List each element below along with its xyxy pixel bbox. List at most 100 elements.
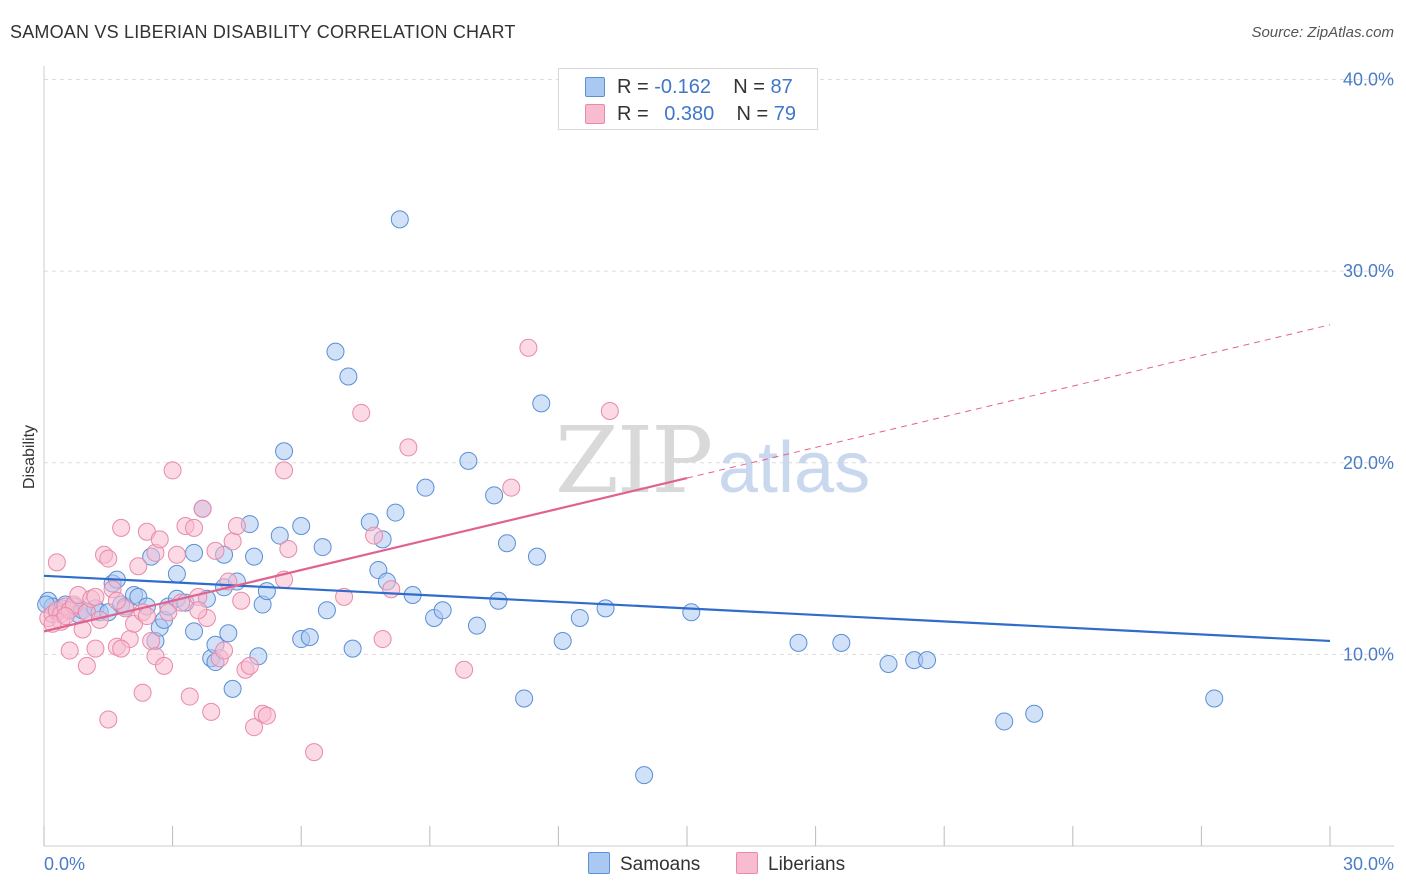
bottom-legend-swatch-liberians (736, 852, 758, 874)
bottom-legend-liberians: Liberians (736, 852, 845, 876)
bottom-legend-label: Liberians (768, 854, 846, 875)
data-point (879, 654, 898, 673)
data-point (240, 656, 259, 675)
legend-n-label: N = (736, 103, 769, 125)
data-point (335, 587, 354, 606)
data-point (275, 461, 294, 480)
data-point (467, 616, 486, 635)
data-point (789, 633, 808, 652)
data-point (326, 342, 345, 361)
data-point (416, 478, 435, 497)
series-liberians (39, 338, 619, 762)
data-point (489, 591, 508, 610)
data-point (77, 656, 96, 675)
data-point (918, 651, 937, 670)
trend-line-samoans (43, 574, 1331, 643)
data-point (433, 601, 452, 620)
data-point (99, 710, 118, 729)
data-point (995, 712, 1014, 731)
data-point (352, 403, 371, 422)
data-point (133, 683, 152, 702)
legend: R = -0.162 N = 87 R = 0.380 N = 79 (558, 68, 818, 130)
data-point (223, 679, 242, 698)
y-tick-label: 10.0% (1343, 644, 1394, 664)
grid-lines (44, 79, 1394, 655)
data-point (1025, 704, 1044, 723)
data-point (189, 601, 208, 620)
data-point (279, 539, 298, 558)
data-point (155, 656, 174, 675)
y-tick-label: 40.0% (1343, 70, 1394, 90)
data-point (245, 718, 264, 737)
data-point (532, 394, 551, 413)
data-point (185, 622, 204, 641)
data-point (343, 639, 362, 658)
data-point (206, 541, 225, 560)
data-point (305, 743, 324, 762)
data-point (245, 547, 264, 566)
data-point (219, 624, 238, 643)
data-point (47, 553, 66, 572)
data-point (223, 532, 242, 551)
data-point (163, 461, 182, 480)
data-point (365, 526, 384, 545)
data-point (553, 631, 572, 650)
trend-line-liberians (43, 477, 688, 633)
watermark-zip: ZIP (555, 407, 711, 514)
chart-title: SAMOAN VS LIBERIAN DISABILITY CORRELATIO… (10, 22, 516, 42)
data-point (600, 402, 619, 421)
y-axis-title: Disability (21, 425, 38, 489)
data-point (99, 549, 118, 568)
data-point (459, 451, 478, 470)
data-point (112, 639, 131, 658)
data-point (527, 547, 546, 566)
data-point (596, 599, 615, 618)
legend-n-value: 79 (773, 103, 797, 125)
data-point (112, 518, 131, 537)
data-point (232, 591, 251, 610)
x-tick-labels: 0.0% 30.0% (44, 854, 1394, 874)
data-point (185, 518, 204, 537)
data-point (386, 503, 405, 522)
data-point (399, 438, 418, 457)
source-label: Source: ZipAtlas.com (1251, 24, 1394, 41)
data-point (129, 557, 148, 576)
data-point (137, 607, 156, 626)
x-tick-label: 30.0% (1343, 854, 1394, 874)
data-point (86, 587, 105, 606)
data-point (159, 603, 178, 622)
data-point (570, 608, 589, 627)
data-point (185, 543, 204, 562)
data-point (60, 641, 79, 660)
data-point (270, 526, 289, 545)
data-point (202, 702, 221, 721)
y-tick-labels: 10.0% 20.0% 30.0% 40.0% (1343, 70, 1394, 665)
y-tick-label: 30.0% (1343, 261, 1394, 281)
watermark-atlas: atlas (718, 428, 870, 508)
trend-lines (43, 324, 1331, 643)
legend-r-label: R = (617, 103, 649, 125)
axes (43, 66, 1394, 847)
y-tick-label: 20.0% (1343, 453, 1394, 473)
data-point (339, 367, 358, 386)
data-point (292, 516, 311, 535)
legend-r-label: R = (617, 76, 649, 98)
data-point (382, 580, 401, 599)
data-point (832, 633, 851, 652)
data-point (150, 530, 169, 549)
data-point (180, 687, 199, 706)
legend-n-label: N = (733, 76, 765, 98)
trend-line-liberians-projection (686, 324, 1331, 479)
data-point (107, 591, 126, 610)
data-point (373, 630, 392, 649)
data-point (193, 499, 212, 518)
legend-n-value: 87 (770, 76, 793, 98)
data-point (635, 766, 654, 785)
data-point (300, 628, 319, 647)
bottom-legend-swatch-samoans (588, 852, 610, 874)
data-point (515, 689, 534, 708)
legend-swatch-liberians (585, 104, 605, 124)
data-point (502, 478, 521, 497)
data-point (313, 538, 332, 557)
